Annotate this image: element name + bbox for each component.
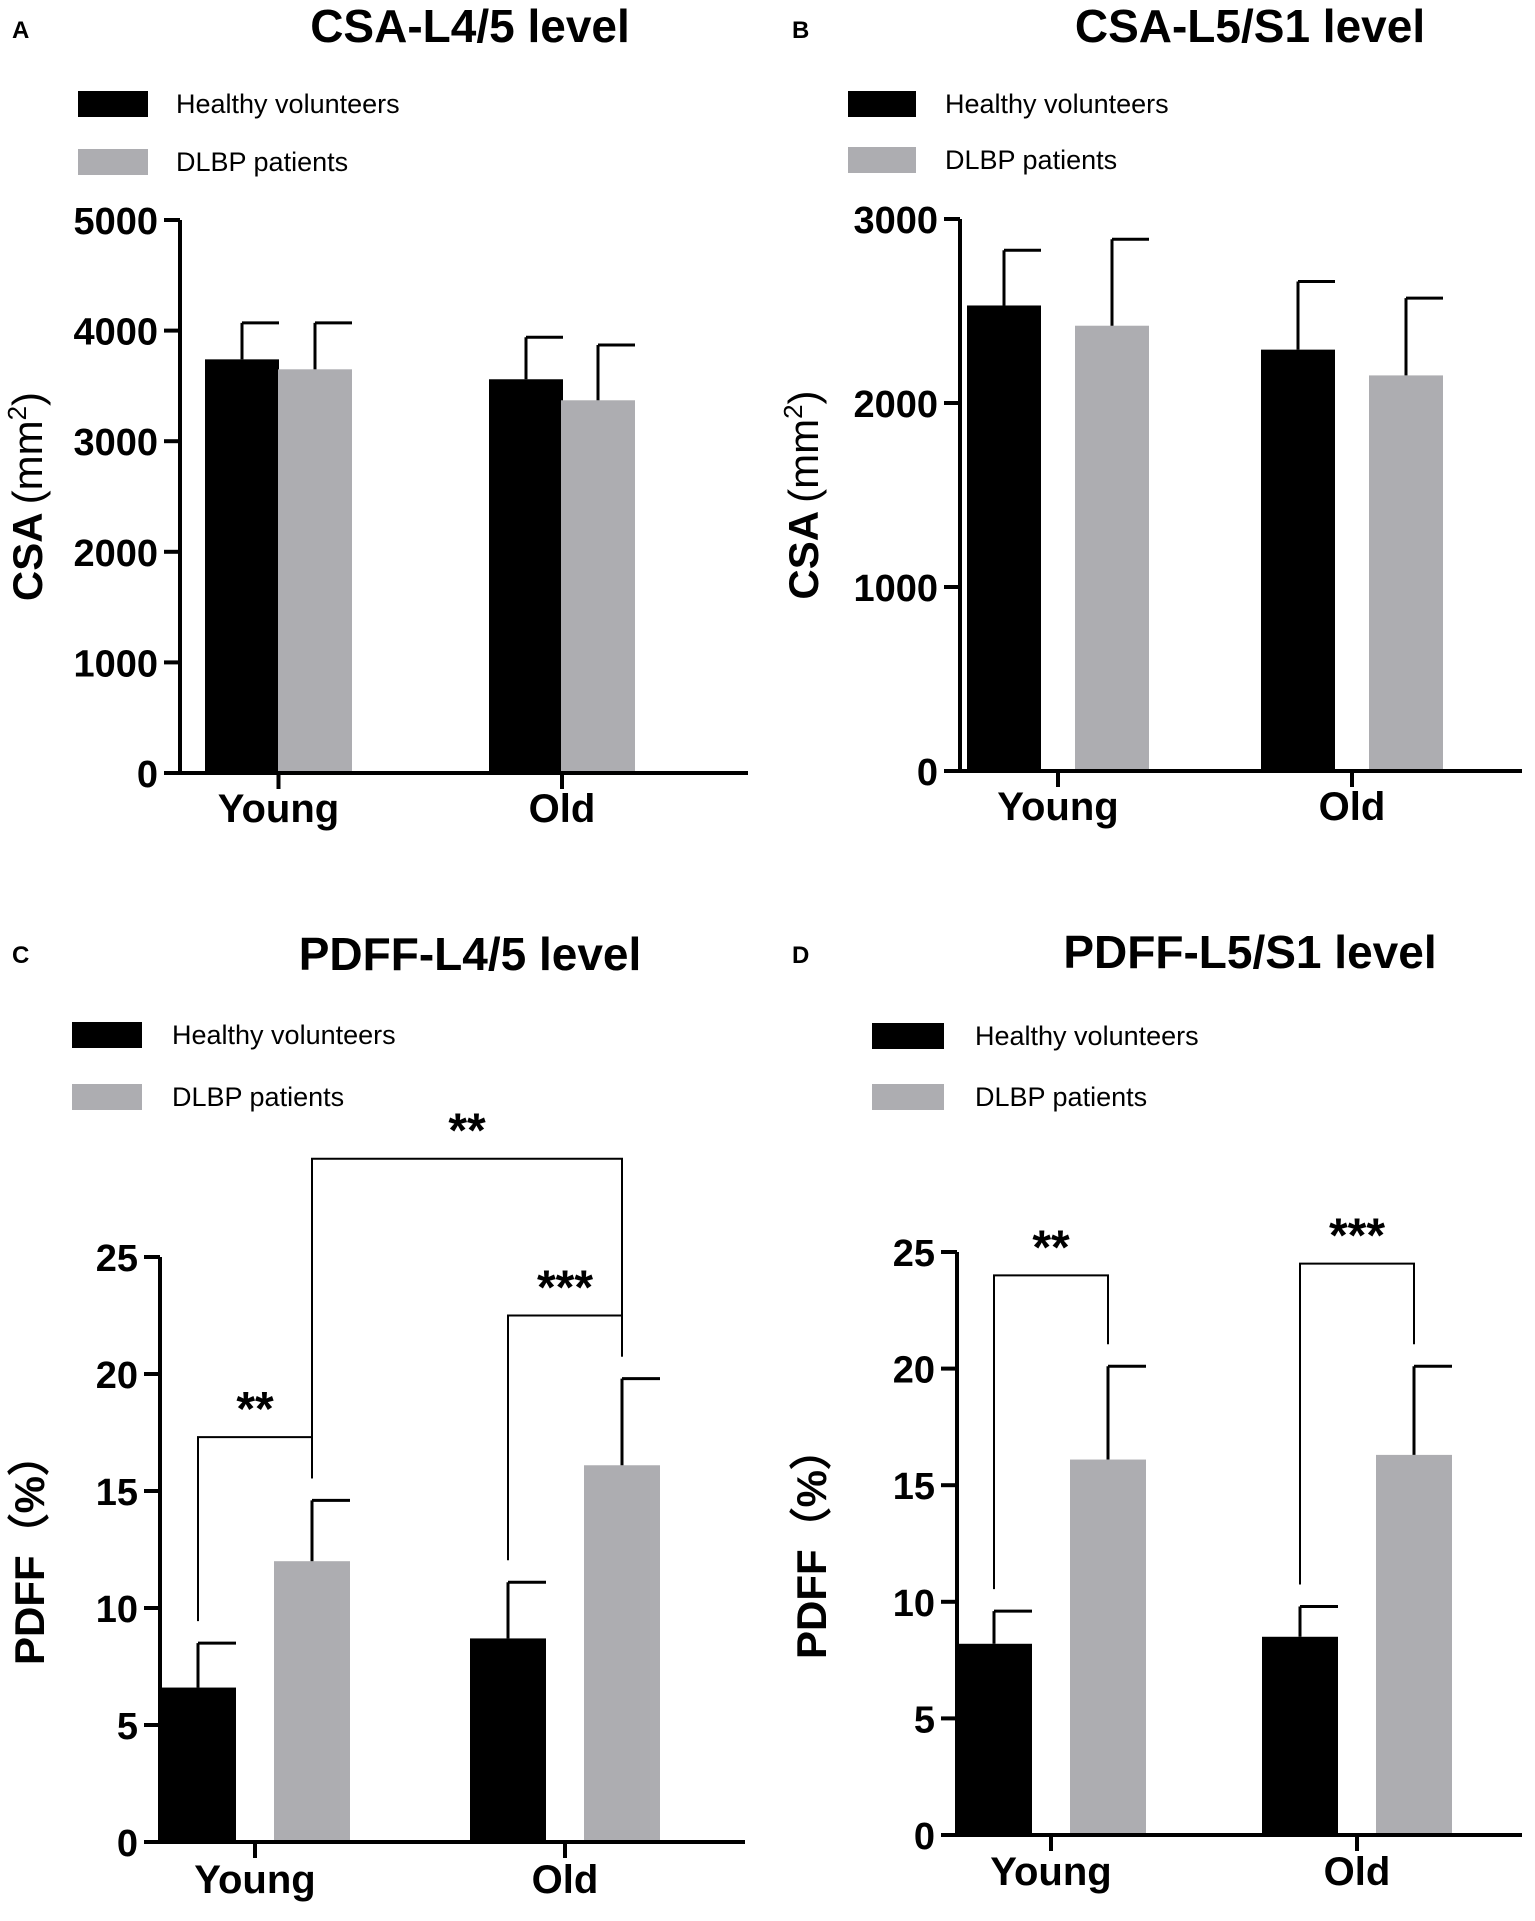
- y-tick-label: 25: [96, 1238, 138, 1280]
- y-axis-label-paren-close: ): [4, 392, 51, 406]
- y-tick-label: 3000: [73, 422, 158, 464]
- y-axis-label-main: CSA: [4, 512, 51, 601]
- legend-label: DLBP patients: [176, 147, 348, 177]
- y-axis-label-unit: mm: [780, 419, 827, 489]
- legend-label: Healthy volunteers: [176, 89, 400, 119]
- bar: [1075, 325, 1149, 771]
- y-axis-label: PDFF（%）: [788, 1428, 835, 1659]
- panel-b: B CSA-L5/S1 level Healthy volunteers DLBP p…: [778, 0, 1522, 829]
- bar: [1261, 349, 1335, 771]
- y-axis-label-unit-superscript: 2: [2, 406, 32, 420]
- significance-bracket: [1299, 1262, 1415, 1585]
- bar: [561, 400, 635, 773]
- panel-d: D PDFF-L5/S1 level Healthy volunteers DLBP …: [788, 926, 1522, 1894]
- significance-bracket: [993, 1274, 1109, 1590]
- panel-a: A CSA-L4/5 level Healthy volunteers DLBP pa…: [2, 0, 748, 831]
- y-axis-label-unit-superscript: 2: [778, 404, 808, 418]
- legend-swatch: [78, 91, 148, 117]
- y-tick-label: 4000: [73, 312, 158, 354]
- y-tick-label: 25: [893, 1233, 935, 1275]
- bar: [1376, 1454, 1452, 1835]
- legend-swatch: [872, 1023, 944, 1049]
- y-axis-label: PDFF（%）: [6, 1434, 53, 1665]
- bar: [1369, 375, 1443, 771]
- y-tick-label: 20: [96, 1355, 138, 1397]
- y-tick-label: 2000: [853, 384, 938, 426]
- significance-label: ***: [537, 1262, 593, 1315]
- legend-swatch: [872, 1084, 944, 1110]
- y-tick-label: 20: [893, 1350, 935, 1392]
- bar: [1262, 1636, 1338, 1835]
- y-tick-label: 5: [914, 1699, 935, 1741]
- y-axis-label-paren-open: (: [780, 489, 827, 503]
- legend-swatch: [848, 147, 916, 173]
- y-tick-label: 1000: [853, 568, 938, 610]
- y-tick-label: 0: [117, 1823, 138, 1865]
- bar: [160, 1687, 236, 1842]
- significance-bracket: [311, 1157, 623, 1479]
- significance-label: **: [448, 1105, 486, 1158]
- bar: [274, 1561, 350, 1842]
- legend-swatch: [72, 1084, 142, 1110]
- chart-title: CSA-L4/5 level: [310, 0, 630, 52]
- panel-c: C PDFF-L4/5 level Healthy volunteers DLBP p…: [6, 928, 745, 1902]
- significance-label: **: [236, 1383, 274, 1436]
- x-tick-label: Young: [990, 1850, 1111, 1894]
- bar: [205, 359, 279, 773]
- bar: [967, 305, 1041, 771]
- y-axis-label: CSA (mm2): [778, 390, 827, 599]
- chart-title: PDFF-L4/5 level: [299, 928, 642, 980]
- y-tick-label: 2000: [73, 533, 158, 575]
- x-tick-label: Old: [529, 787, 596, 831]
- x-tick-label: Old: [532, 1858, 599, 1902]
- panel-letter: A: [12, 17, 29, 44]
- x-tick-label: Young: [997, 785, 1118, 829]
- y-axis-label-unit: mm: [4, 420, 51, 490]
- y-tick-label: 0: [137, 754, 158, 796]
- x-tick-label: Young: [194, 1858, 315, 1902]
- bar: [470, 1638, 546, 1842]
- panel-letter: B: [792, 17, 809, 44]
- bar: [956, 1643, 1032, 1835]
- y-tick-label: 15: [893, 1466, 935, 1508]
- y-axis-label-main: PDFF（%）: [788, 1428, 835, 1659]
- y-tick-label: 5000: [73, 201, 158, 243]
- y-tick-label: 3000: [853, 200, 938, 242]
- x-tick-label: Old: [1324, 1850, 1391, 1894]
- y-tick-label: 5: [117, 1706, 138, 1748]
- legend-swatch: [78, 149, 148, 175]
- bar: [278, 369, 352, 773]
- y-tick-label: 0: [914, 1816, 935, 1858]
- y-tick-label: 15: [96, 1472, 138, 1514]
- panel-letter: D: [792, 942, 809, 969]
- legend-label: DLBP patients: [975, 1082, 1147, 1112]
- legend-swatch: [848, 91, 916, 117]
- legend-swatch: [72, 1022, 142, 1048]
- bar: [1070, 1459, 1146, 1835]
- y-tick-label: 1000: [73, 643, 158, 685]
- x-tick-label: Old: [1319, 785, 1386, 829]
- legend-label: Healthy volunteers: [945, 89, 1169, 119]
- y-axis-label-paren-close: ): [780, 390, 827, 404]
- bar: [489, 379, 563, 773]
- y-tick-label: 10: [893, 1583, 935, 1625]
- y-axis-label-paren-open: (: [4, 490, 51, 504]
- legend-label: Healthy volunteers: [975, 1021, 1199, 1051]
- bar: [584, 1465, 660, 1842]
- y-axis-label-main: PDFF（%）: [6, 1434, 53, 1665]
- chart-title: PDFF-L5/S1 level: [1063, 926, 1436, 978]
- y-tick-label: 10: [96, 1589, 138, 1631]
- significance-label: **: [1032, 1221, 1070, 1274]
- significance-label: ***: [1329, 1210, 1385, 1263]
- y-tick-label: 0: [917, 752, 938, 794]
- legend-label: Healthy volunteers: [172, 1020, 396, 1050]
- legend-label: DLBP patients: [945, 145, 1117, 175]
- y-axis-label: CSA (mm2): [2, 392, 51, 601]
- chart-title: CSA-L5/S1 level: [1075, 0, 1425, 52]
- y-axis-label-main: CSA: [780, 511, 827, 600]
- panel-letter: C: [12, 942, 29, 969]
- legend-label: DLBP patients: [172, 1082, 344, 1112]
- x-tick-label: Young: [218, 787, 339, 831]
